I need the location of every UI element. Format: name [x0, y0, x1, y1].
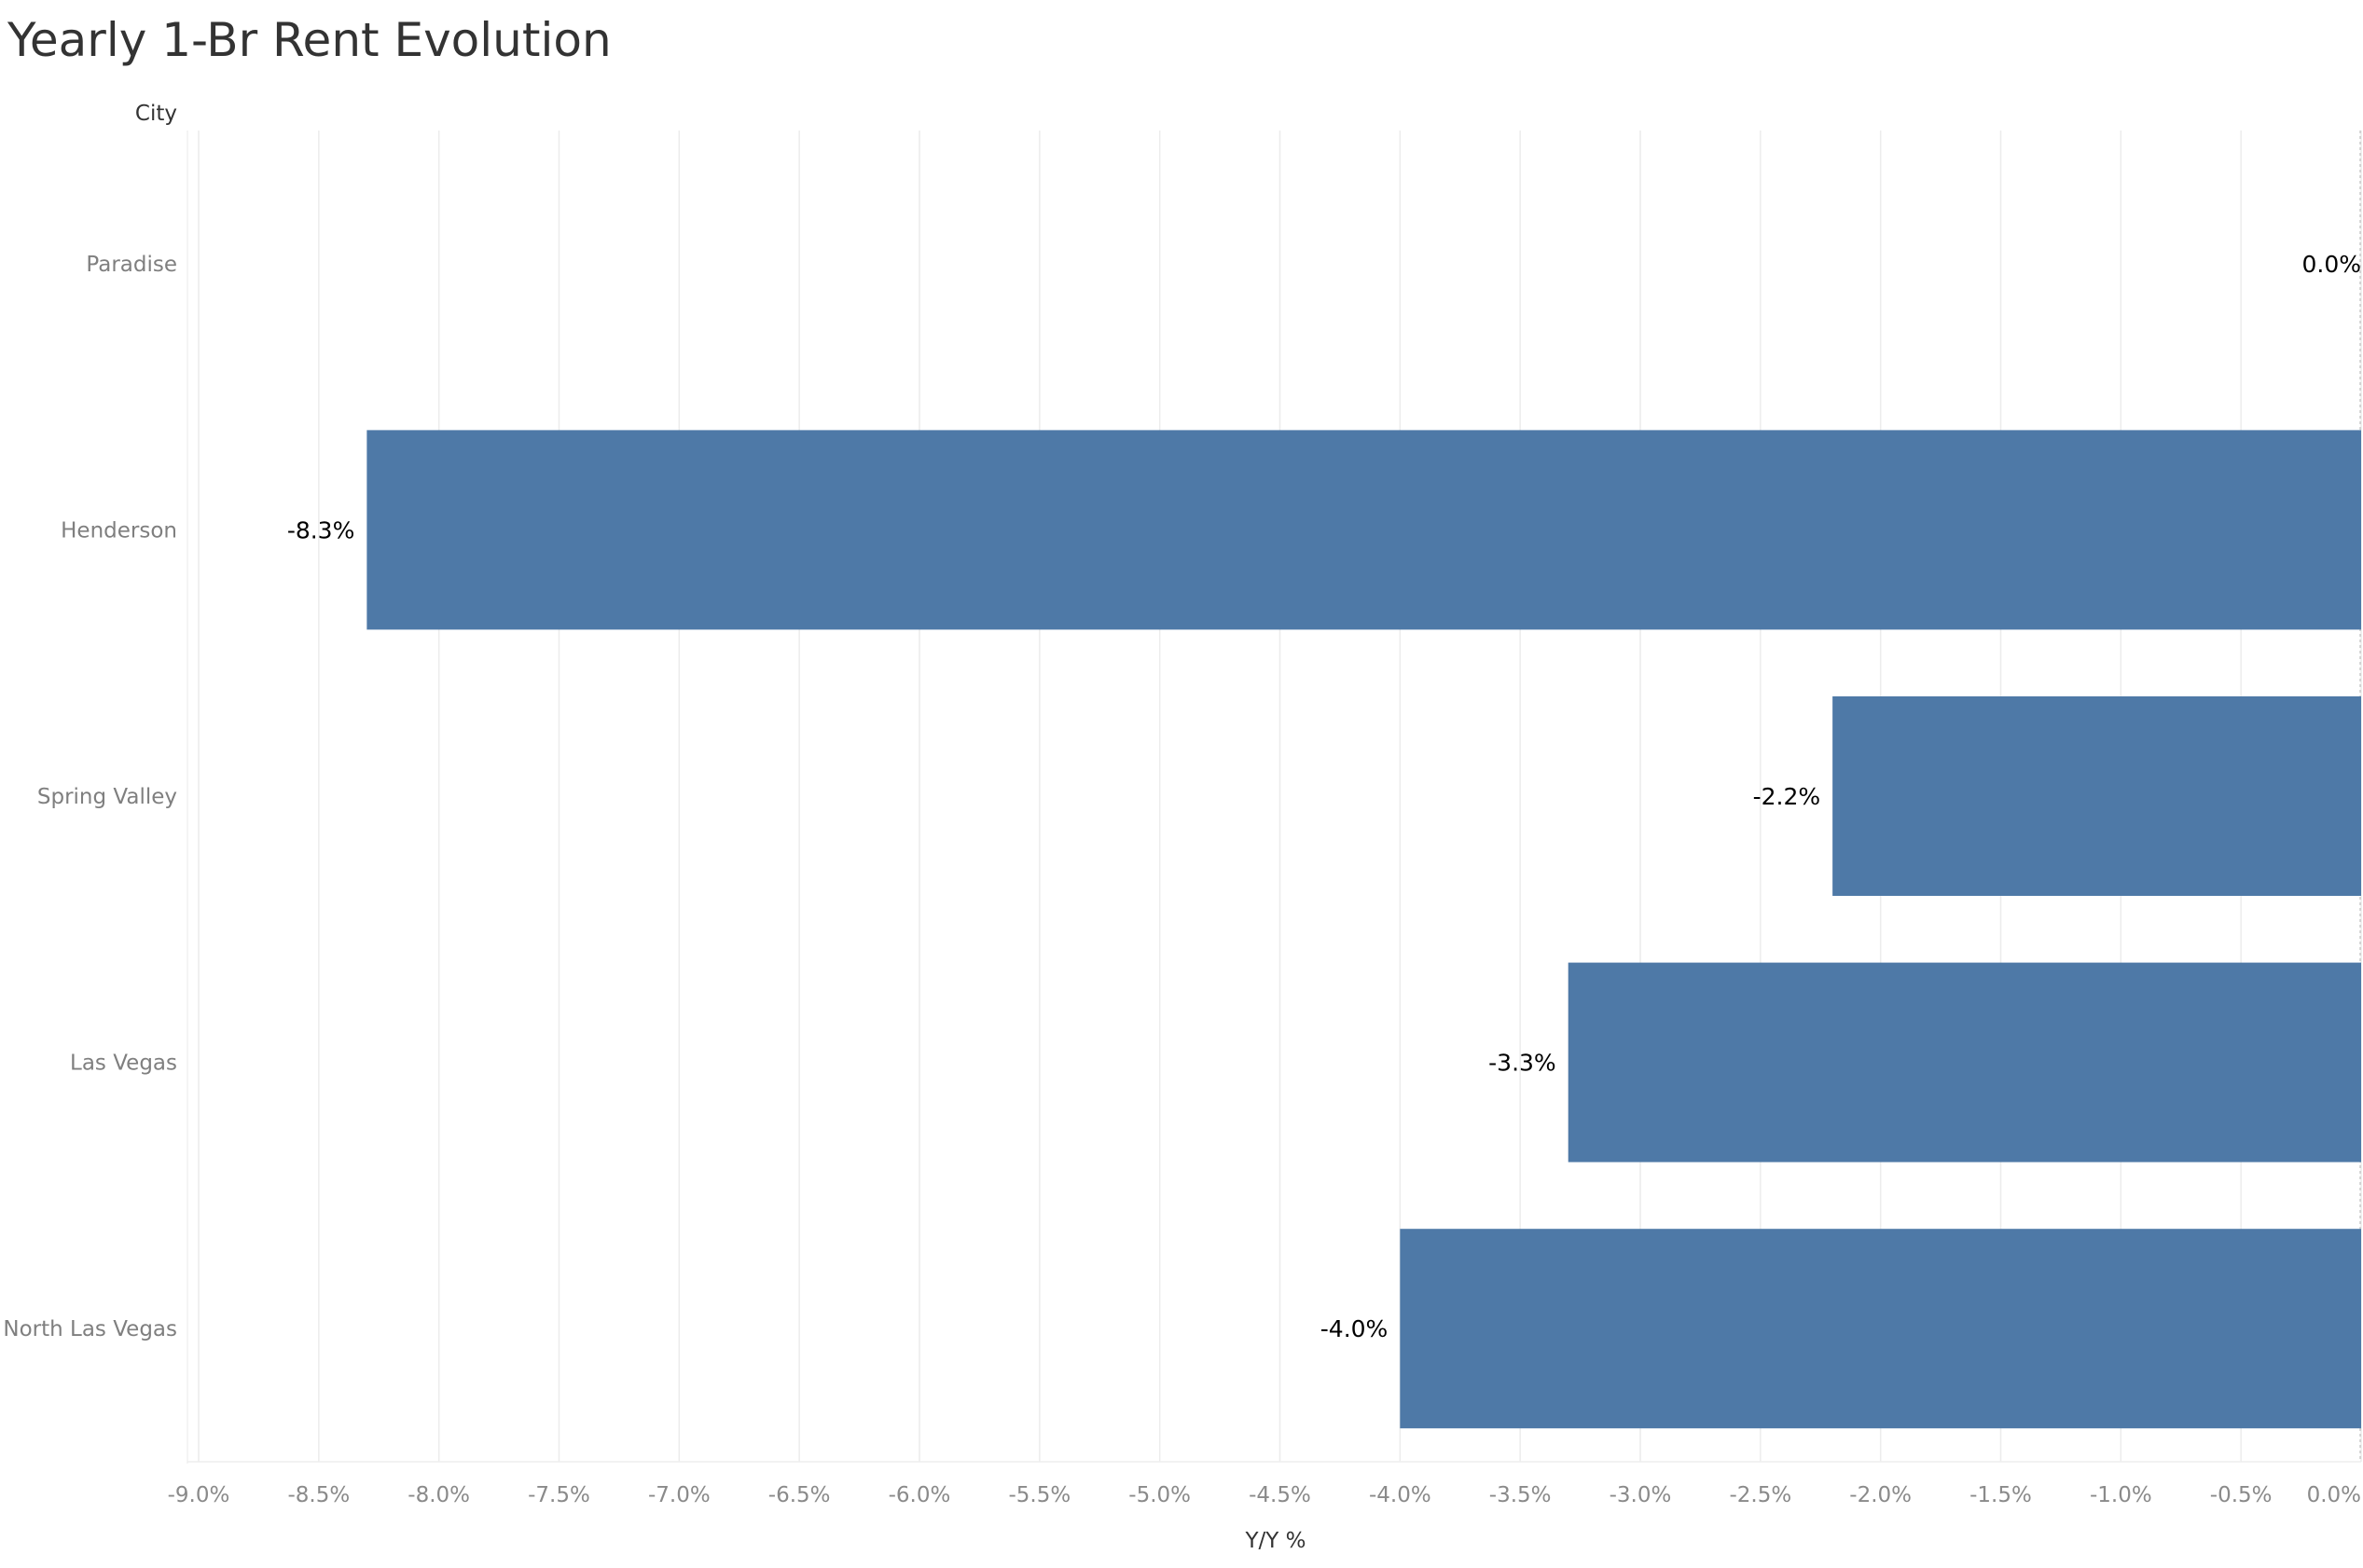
data-label: -3.3% — [1488, 1050, 1556, 1077]
x-tick-label: -4.5% — [1249, 1483, 1311, 1507]
bars — [366, 430, 2361, 1429]
x-tick-label: -1.5% — [1969, 1483, 2032, 1507]
bar-north-las-vegas — [1400, 1229, 2361, 1429]
x-tick-label: -3.0% — [1610, 1483, 1672, 1507]
x-tick-label: -8.0% — [408, 1483, 470, 1507]
x-tick-label: -1.0% — [2090, 1483, 2152, 1507]
category-label: Las Vegas — [70, 1052, 177, 1076]
x-axis-title: Y/Y % — [1244, 1529, 1306, 1553]
data-label: -2.2% — [1753, 783, 1821, 810]
x-tick-label: -7.0% — [648, 1483, 711, 1507]
bar-spring-valley — [1832, 696, 2361, 896]
category-label: Spring Valley — [37, 785, 177, 809]
x-tick-label: -6.0% — [889, 1483, 951, 1507]
x-tick-label: -5.5% — [1008, 1483, 1071, 1507]
x-tick-label: -5.0% — [1128, 1483, 1191, 1507]
data-label: -8.3% — [287, 516, 355, 543]
x-tick-label: -0.5% — [2210, 1483, 2273, 1507]
data-label: -4.0% — [1320, 1315, 1389, 1342]
category-label: North Las Vegas — [3, 1317, 177, 1341]
bar-las-vegas — [1568, 962, 2361, 1162]
x-tick-label: -8.5% — [287, 1483, 350, 1507]
x-tick-label: -2.0% — [1849, 1483, 1912, 1507]
x-tick-label: 0.0% — [2307, 1483, 2361, 1507]
bar-henderson — [366, 430, 2361, 630]
category-label: Henderson — [61, 518, 177, 543]
x-tick-label: -9.0% — [168, 1483, 230, 1507]
x-tick-label: -2.5% — [1729, 1483, 1791, 1507]
x-tick-label: -6.5% — [768, 1483, 831, 1507]
x-tick-label: -7.5% — [528, 1483, 590, 1507]
x-tick-label: -4.0% — [1369, 1483, 1431, 1507]
x-tick-label: -3.5% — [1489, 1483, 1552, 1507]
y-axis-title: City — [135, 102, 177, 126]
chart-title: Yearly 1-Br Rent Evolution — [7, 13, 612, 67]
category-label: Paradise — [86, 253, 177, 277]
data-label: 0.0% — [2301, 251, 2361, 278]
labels: -9.0% -8.5% -8.0% -7.5% -7.0% -6.5% -6.0% -5.5%… — [3, 251, 2361, 1507]
